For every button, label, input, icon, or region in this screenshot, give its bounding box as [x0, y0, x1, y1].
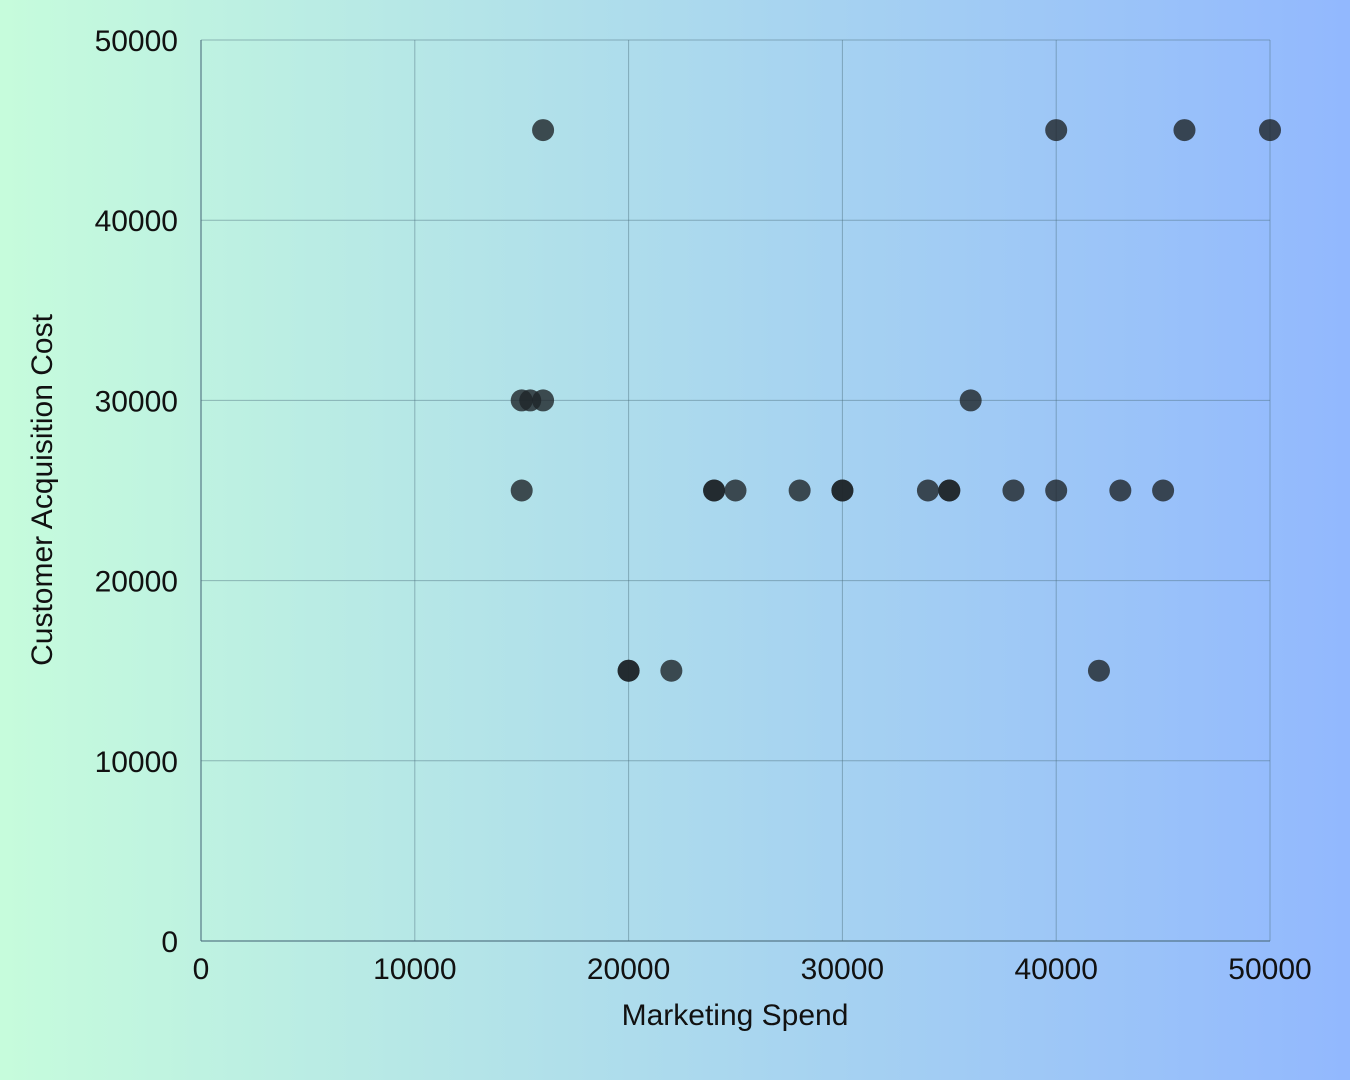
x-tick-label: 40000 [1014, 953, 1097, 986]
x-axis-title: Marketing Spend [622, 999, 849, 1032]
y-axis-title: Customer Acquisition Cost [26, 313, 59, 665]
scatter-point [831, 479, 854, 502]
axes [200, 40, 1270, 942]
scatter-point [1152, 479, 1175, 502]
y-tick-label: 30000 [95, 385, 178, 418]
y-tick-label: 0 [161, 926, 178, 959]
x-tick-label: 30000 [801, 953, 884, 986]
x-tick-label: 20000 [587, 953, 670, 986]
scatter-point [1173, 119, 1196, 142]
scatter-point [1259, 119, 1281, 142]
scatter-point [916, 479, 939, 502]
data-points [510, 119, 1281, 682]
x-tick-label: 50000 [1228, 953, 1311, 986]
y-tick-label: 40000 [95, 205, 178, 238]
scatter-point [938, 479, 961, 502]
scatter-point [703, 479, 726, 502]
scatter-point [617, 659, 640, 682]
scatter-point [532, 389, 555, 412]
y-tick-label: 20000 [95, 566, 178, 599]
scatter-point [724, 479, 747, 502]
tick-labels: 0 10000 20000 30000 40000 50000 0 10000 20000 300… [95, 25, 1312, 986]
y-tick-label: 10000 [95, 746, 178, 779]
scatter-point [1002, 479, 1025, 502]
scatter-point [532, 119, 555, 142]
scatter-point [1087, 659, 1110, 682]
scatter-point [660, 659, 683, 682]
scatter-point [788, 479, 811, 502]
scatter-point [1045, 119, 1068, 142]
scatter-point [1045, 479, 1068, 502]
scatter-point [1109, 479, 1132, 502]
x-tick-label: 10000 [373, 953, 456, 986]
scatter-point [959, 389, 982, 412]
x-tick-label: 0 [193, 953, 210, 986]
y-tick-label: 50000 [95, 25, 178, 58]
scatter-point [510, 479, 533, 502]
